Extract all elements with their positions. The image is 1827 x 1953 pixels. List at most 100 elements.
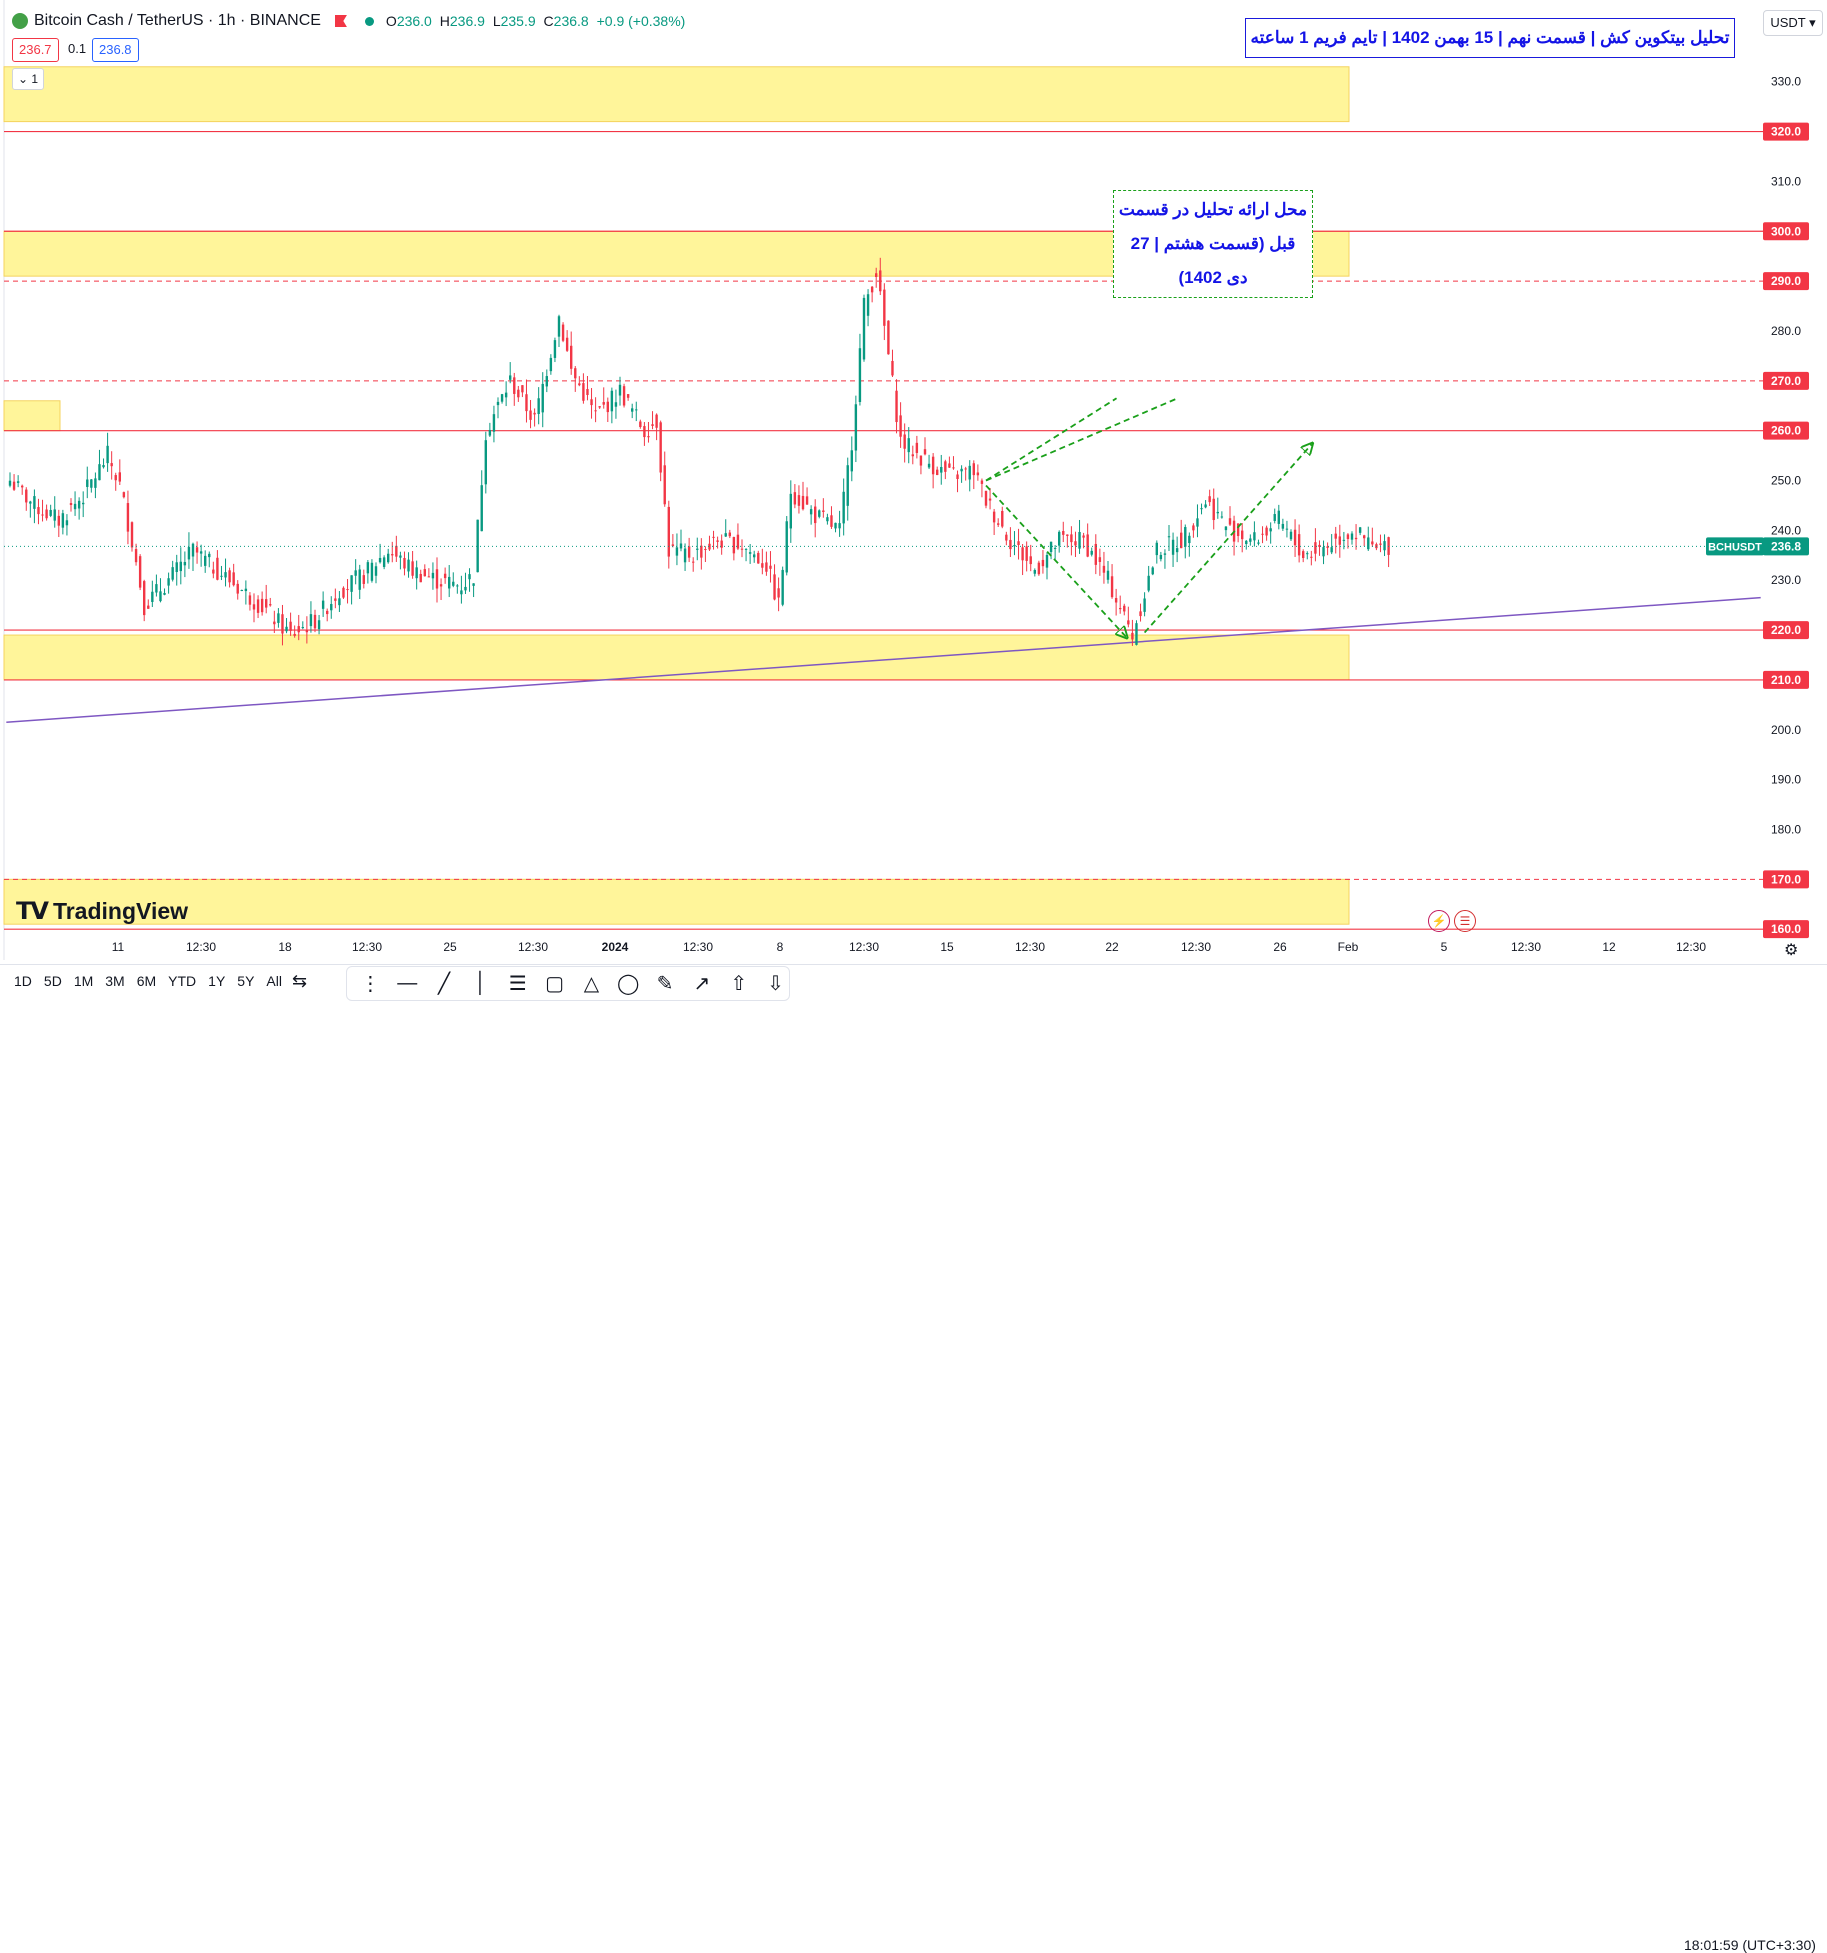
candle-body bbox=[480, 485, 483, 532]
candle-body bbox=[553, 340, 557, 358]
range-all[interactable]: All bbox=[266, 973, 282, 989]
chart-area[interactable]: 150.0160.0170.0180.0190.0200.0210.0220.0… bbox=[0, 0, 1827, 1001]
candle-body bbox=[1090, 550, 1093, 555]
sell-price-button[interactable]: 236.7 bbox=[12, 38, 59, 62]
range-5y[interactable]: 5Y bbox=[237, 973, 255, 989]
candle-body bbox=[972, 463, 975, 476]
price-chart[interactable]: 150.0160.0170.0180.0190.0200.0210.0220.0… bbox=[0, 0, 1827, 1001]
candle-body bbox=[1143, 598, 1146, 612]
clock[interactable]: 18:01:59 (UTC+3:30) bbox=[1684, 1937, 1816, 1953]
range-6m[interactable]: 6M bbox=[136, 973, 157, 989]
tradingview-logo[interactable]: 𝗧𝗩 TradingView bbox=[16, 897, 188, 926]
candle-body bbox=[374, 566, 378, 576]
candle-body bbox=[82, 502, 85, 505]
lightning-icon[interactable]: ⚡ bbox=[1428, 910, 1450, 932]
candle-body bbox=[277, 613, 280, 623]
dashed-arrow bbox=[985, 484, 1126, 638]
candle-body bbox=[1212, 498, 1215, 521]
horizontal-line-icon[interactable]: — bbox=[397, 972, 418, 994]
candle-body bbox=[1175, 548, 1179, 553]
candle-body bbox=[37, 507, 40, 515]
candle-body bbox=[732, 537, 736, 554]
candle-body bbox=[179, 561, 182, 572]
rectangle-icon[interactable]: ▢ bbox=[545, 973, 564, 995]
currency-selector[interactable]: USDT ▾ bbox=[1763, 10, 1823, 36]
candle-body bbox=[1318, 544, 1321, 547]
candle-body bbox=[1383, 541, 1386, 551]
last-price-label: 236.8 bbox=[1771, 539, 1801, 553]
triangle-icon[interactable]: △ bbox=[583, 973, 600, 995]
candle-body bbox=[761, 563, 764, 568]
candle-body bbox=[720, 540, 723, 548]
us-flag-icon[interactable]: ☰ bbox=[1454, 910, 1476, 932]
candle-body bbox=[175, 562, 178, 573]
range-ytd[interactable]: YTD bbox=[168, 973, 197, 989]
range-3m[interactable]: 3M bbox=[105, 973, 125, 989]
range-1m[interactable]: 1M bbox=[73, 973, 94, 989]
candle-body bbox=[21, 485, 24, 488]
candle-body bbox=[529, 410, 532, 420]
candle-body bbox=[1204, 504, 1207, 508]
candle-body bbox=[960, 468, 963, 472]
flag-icon[interactable] bbox=[334, 15, 347, 27]
supply-demand-zone bbox=[3, 66, 1350, 123]
candle-body bbox=[696, 548, 699, 550]
x-tick-label: 12:30 bbox=[1015, 940, 1045, 954]
candle-body bbox=[651, 424, 654, 426]
arrow-icon[interactable]: ↗ bbox=[693, 973, 711, 995]
candle-body bbox=[842, 491, 845, 524]
trend-line-icon[interactable]: ╱ bbox=[438, 973, 451, 995]
candle-body bbox=[1009, 539, 1012, 550]
drawing-toolbar: ⋮ — ╱ │ ☰ ▢ △ ◯ ✎ ↗ ⇧ ⇩ bbox=[346, 966, 790, 1001]
candle-body bbox=[1188, 535, 1191, 544]
symbol-header: Bitcoin Cash / TetherUS · 1h · BINANCE O… bbox=[12, 8, 689, 34]
candle-body bbox=[366, 562, 370, 574]
candle-body bbox=[805, 496, 809, 505]
candle-body bbox=[1245, 540, 1248, 545]
gear-icon[interactable]: ⚙ bbox=[1784, 942, 1799, 959]
candle-body bbox=[395, 545, 398, 557]
candle-body bbox=[25, 489, 28, 503]
y-tick-label: 160.0 bbox=[1771, 922, 1801, 936]
go-to-date-icon[interactable]: ⇆ bbox=[292, 971, 308, 991]
callout-note[interactable]: محل ارائه تحلیل در قسمت قبل (قسمت هشتم |… bbox=[1113, 190, 1313, 298]
title-note[interactable]: تحلیل بیتکوین کش | قسمت نهم | 15 بهمن 14… bbox=[1245, 18, 1735, 58]
range-5d[interactable]: 5D bbox=[43, 973, 62, 989]
handle-icon[interactable]: ⋮ bbox=[360, 973, 381, 995]
arrow-down-icon[interactable]: ⇩ bbox=[767, 973, 784, 995]
candle-body bbox=[565, 337, 569, 351]
ohlc-readout: O236.0 H236.9 L235.9 C236.8 +0.9 (+0.38%… bbox=[385, 13, 686, 29]
candle-body bbox=[382, 557, 386, 567]
candle-body bbox=[923, 449, 927, 455]
candle-body bbox=[1253, 532, 1256, 541]
candle-body bbox=[159, 591, 162, 602]
brush-icon[interactable]: ✎ bbox=[656, 973, 674, 995]
candle-body bbox=[1086, 534, 1089, 557]
vertical-line-icon[interactable]: │ bbox=[474, 972, 488, 994]
collapse-indicators-button[interactable]: ⌄ 1 bbox=[12, 68, 44, 90]
candle-body bbox=[622, 386, 626, 406]
candle-body bbox=[265, 599, 268, 608]
candle-body bbox=[86, 479, 89, 487]
candle-body bbox=[57, 515, 60, 526]
candle-body bbox=[252, 604, 256, 610]
candle-body bbox=[1062, 531, 1065, 535]
candle-body bbox=[464, 586, 467, 591]
fib-icon[interactable]: ☰ bbox=[508, 973, 527, 995]
candle-body bbox=[1131, 632, 1134, 640]
candle-body bbox=[1196, 518, 1199, 527]
x-tick-label: 12:30 bbox=[683, 940, 713, 954]
circle-icon[interactable]: ◯ bbox=[617, 973, 640, 995]
candle-body bbox=[228, 570, 231, 583]
x-tick-label: 18 bbox=[278, 940, 292, 954]
candle-body bbox=[797, 495, 801, 506]
range-1y[interactable]: 1Y bbox=[208, 973, 226, 989]
candle-body bbox=[195, 547, 199, 553]
buy-price-button[interactable]: 236.8 bbox=[92, 38, 139, 62]
arrow-up-icon[interactable]: ⇧ bbox=[730, 973, 748, 995]
candle-body bbox=[12, 481, 16, 490]
candle-body bbox=[435, 569, 439, 589]
symbol-title[interactable]: Bitcoin Cash / TetherUS · 1h · BINANCE bbox=[34, 12, 321, 29]
candle-body bbox=[822, 510, 825, 513]
range-1d[interactable]: 1D bbox=[14, 973, 32, 989]
